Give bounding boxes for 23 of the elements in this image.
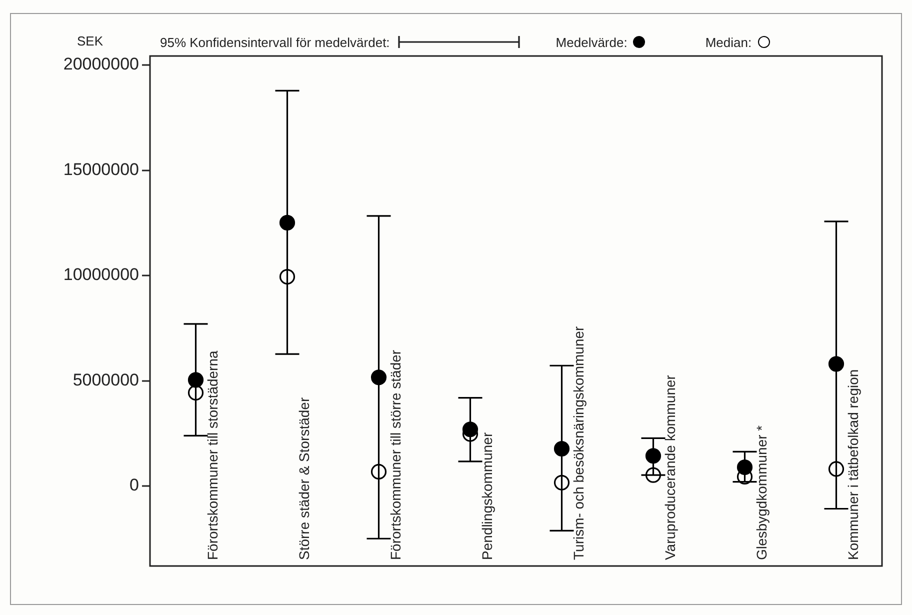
point <box>188 384 204 401</box>
x-tick-label: Större städer & Storstäder <box>296 397 312 560</box>
x-tick-label: Förortskommuner till storstäderna <box>204 350 221 560</box>
point <box>645 467 662 483</box>
y-tick-label: 0 <box>130 476 139 495</box>
legend-label: Median: <box>705 34 752 50</box>
y-tick-label: 5000000 <box>72 370 139 390</box>
y-axis-title: SEK <box>76 34 104 49</box>
y-tick-label: 20000000 <box>63 54 139 74</box>
x-tick-label: Pendlingskommuner <box>479 432 496 560</box>
x-tick-label: Kommuner i tätbefolkad region <box>845 369 862 560</box>
y-tick-label: 15000000 <box>63 160 139 179</box>
text: 95% Konfidensintervall för medelvärdet: <box>160 34 390 50</box>
point <box>370 464 387 480</box>
x-tick-label: Förortskommuner till större städer <box>388 350 404 560</box>
point <box>828 461 844 477</box>
x-tick-label: Varuproducerande kommuner <box>662 374 678 560</box>
y-tick-label: 10000000 <box>63 265 139 284</box>
legend-label: Medelvärde: <box>556 34 628 50</box>
point <box>554 474 570 490</box>
x-tick-label: Glesbygdkommuner * <box>754 424 770 560</box>
x-tick-label: Turism- och besöksnäringskommuner <box>570 326 587 560</box>
point <box>279 268 296 285</box>
